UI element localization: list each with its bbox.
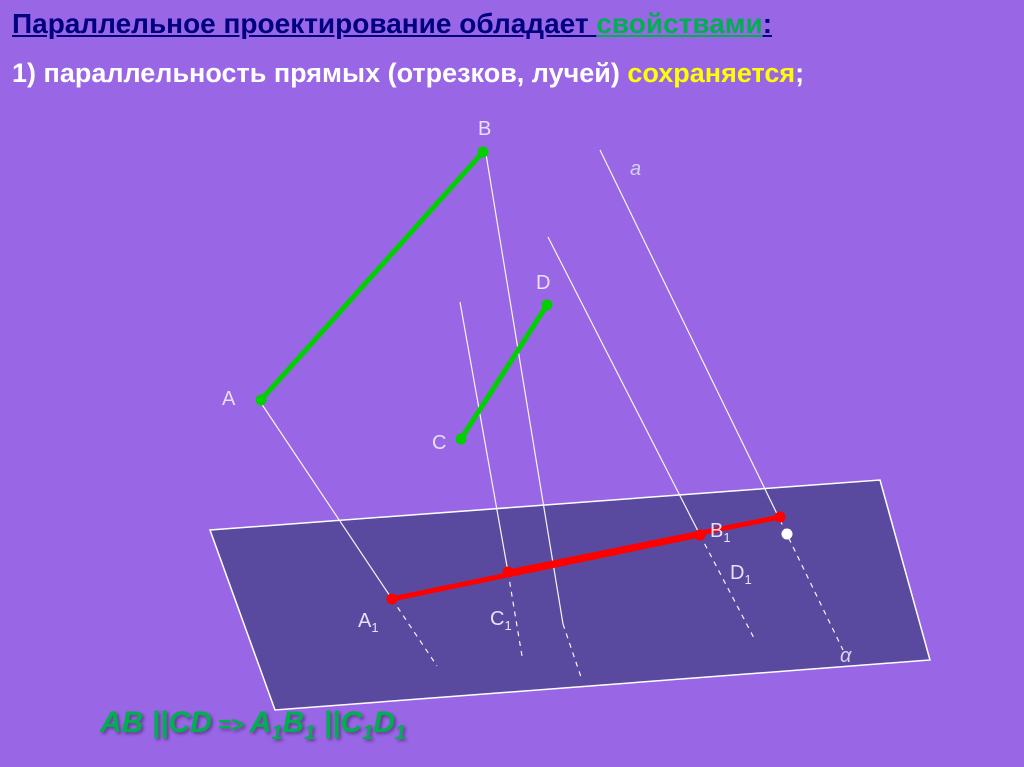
label-a: a bbox=[630, 158, 641, 181]
point-C bbox=[456, 434, 467, 445]
label-C: C bbox=[432, 432, 446, 455]
point-D1 bbox=[775, 512, 786, 523]
projection-line-4 bbox=[600, 150, 780, 520]
label-C1: C1 bbox=[490, 608, 512, 633]
point-P bbox=[782, 529, 793, 540]
point-B1 bbox=[695, 530, 706, 541]
projection-line-3 bbox=[548, 237, 700, 535]
point-D bbox=[542, 300, 553, 311]
green-segment-1 bbox=[461, 305, 547, 439]
label-D: D bbox=[536, 272, 550, 295]
label-B: B bbox=[478, 118, 491, 141]
formula: AB ||CD => A1B1 ||C1D1 bbox=[100, 706, 406, 745]
label-B1: B1 bbox=[710, 520, 731, 545]
point-A1 bbox=[387, 594, 398, 605]
label-A1: A1 bbox=[358, 610, 379, 635]
label-D1: D1 bbox=[730, 562, 752, 587]
point-B bbox=[478, 147, 489, 158]
plane bbox=[210, 480, 930, 710]
green-segment-0 bbox=[261, 152, 483, 400]
diagram-svg bbox=[0, 0, 1024, 767]
label-A: A bbox=[222, 388, 235, 411]
label-alpha: α bbox=[840, 645, 851, 668]
slide-root: Параллельное проектирование обладает сво… bbox=[0, 0, 1024, 767]
point-C1 bbox=[503, 567, 514, 578]
point-A bbox=[256, 395, 267, 406]
